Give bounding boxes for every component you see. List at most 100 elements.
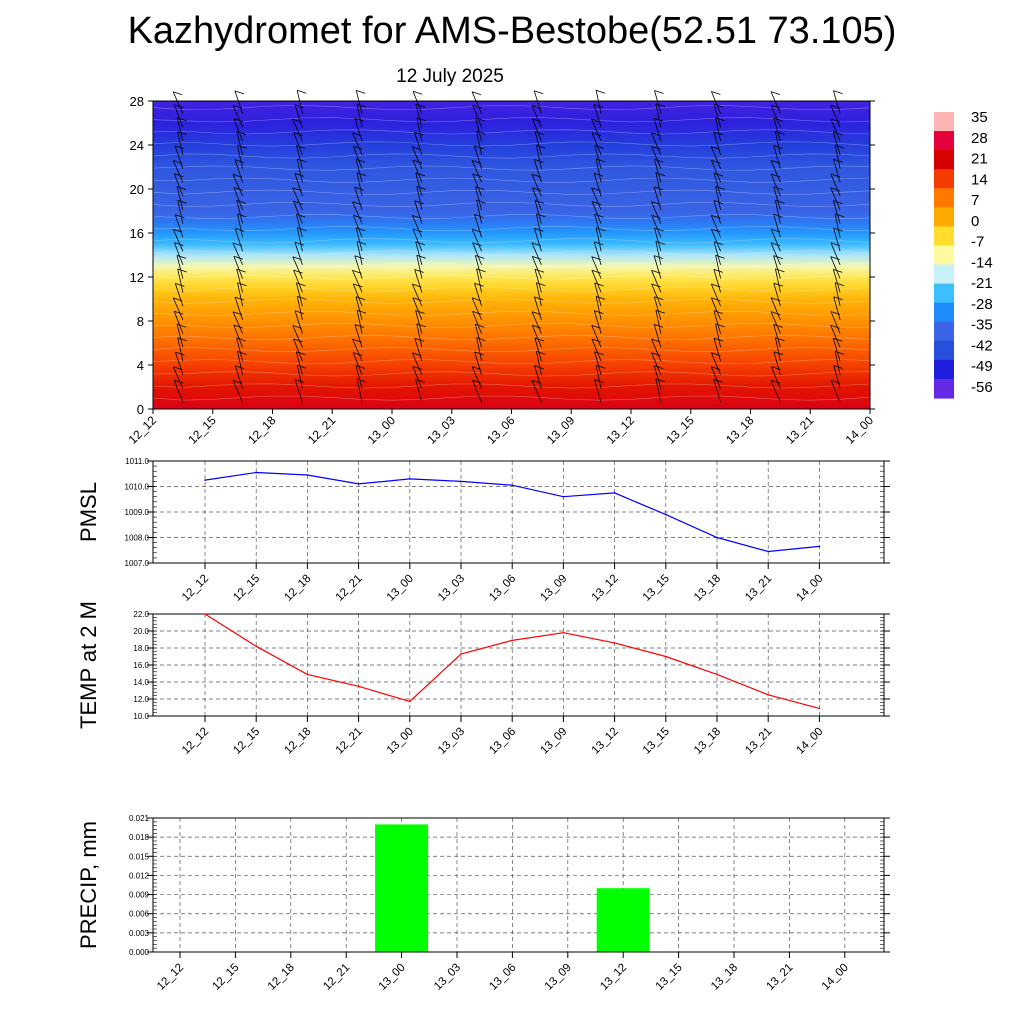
colorbar-swatch	[934, 226, 954, 247]
wind-barb-staff	[292, 119, 303, 142]
wind-barb	[233, 255, 244, 279]
y-tick-label: 0.006	[129, 910, 150, 919]
wind-barb	[655, 309, 666, 334]
data-point	[255, 645, 257, 648]
wind-barb-staff	[655, 310, 662, 334]
wind-barb-flag	[594, 241, 604, 246]
wind-barb-staff	[354, 118, 363, 142]
wind-barb-staff	[775, 200, 781, 224]
wind-barb-flag	[412, 297, 423, 302]
wind-barb-flag	[175, 351, 185, 356]
wind-barb	[356, 103, 367, 128]
wind-barb-staff	[770, 173, 781, 197]
wind-barb	[534, 337, 545, 362]
wind-barb-staff	[770, 311, 781, 334]
wind-barb-staff	[531, 380, 542, 403]
wind-barb-flag	[532, 324, 542, 329]
wind-barb-staff	[834, 282, 841, 307]
data-point	[511, 484, 513, 487]
wind-barb-staff	[591, 187, 602, 211]
wind-barb	[594, 282, 604, 307]
wind-barb	[296, 364, 307, 389]
wind-barb	[296, 158, 307, 183]
wind-barb-staff	[474, 351, 482, 376]
wind-barb	[594, 213, 604, 238]
wind-barb-flag	[233, 118, 244, 123]
isotherm-contour	[152, 201, 871, 207]
data-point	[511, 639, 513, 642]
isotherm-contour	[152, 322, 871, 328]
wind-barb-flag	[773, 282, 783, 287]
wind-barb	[177, 131, 187, 155]
data-point	[255, 471, 257, 474]
x-tick-label: 13_03	[436, 726, 467, 757]
wind-barb-staff	[411, 283, 423, 307]
wind-barb-flag	[536, 351, 546, 355]
data-point	[818, 545, 821, 548]
wind-barb-staff	[595, 365, 602, 389]
wind-barb-flag	[174, 242, 184, 246]
wind-barb-flag	[775, 131, 785, 135]
x-tick-label: 13_09	[543, 962, 574, 993]
wind-barb-flag	[293, 269, 303, 274]
wind-barb-staff	[773, 282, 781, 307]
wind-barb-flag	[711, 91, 721, 95]
wind-barb	[651, 352, 662, 376]
wind-barb-staff	[591, 325, 602, 348]
wind-barb-staff	[176, 255, 184, 279]
wind-barb-flag	[654, 90, 664, 94]
wind-barb-staff	[773, 351, 781, 376]
wind-barb-staff	[710, 297, 721, 321]
wind-barb-staff	[237, 351, 243, 375]
wind-barb-staff	[294, 379, 303, 403]
wind-barb-staff	[236, 337, 243, 362]
x-tick-label: 12_15	[185, 413, 219, 447]
wind-barb-flag	[174, 310, 184, 315]
wind-barb	[595, 296, 606, 320]
data-point	[665, 655, 667, 658]
wind-barb-staff	[474, 214, 482, 238]
wind-barb-staff	[475, 186, 482, 211]
colorbar-label: 28	[971, 130, 988, 147]
wind-barb-flag	[356, 90, 366, 94]
wind-barb	[296, 89, 307, 114]
wind-barb	[472, 242, 482, 266]
wind-barb	[234, 228, 245, 252]
wind-barb-flag	[654, 365, 664, 369]
wind-barb-staff	[830, 105, 841, 128]
wind-barb-staff	[651, 201, 662, 224]
wind-barb-staff	[830, 256, 841, 279]
wind-barb-flag	[415, 172, 425, 177]
wind-barb	[293, 269, 303, 293]
wind-barb-staff	[713, 310, 721, 334]
y-tick-label: 1009.0	[125, 508, 150, 517]
wind-barb-staff	[651, 270, 662, 293]
wind-barb	[474, 323, 485, 348]
y-axis-label: PMSL	[76, 482, 101, 542]
wind-barb-staff	[354, 324, 363, 348]
wind-barb-staff	[415, 379, 423, 403]
wind-barb	[713, 337, 724, 362]
wind-barb-staff	[595, 227, 602, 252]
wind-barb-staff	[296, 296, 303, 320]
wind-barb-staff	[352, 283, 363, 307]
wind-barb-flag	[715, 186, 725, 190]
wind-barb-staff	[773, 324, 781, 348]
x-tick-label: 13_03	[424, 413, 458, 447]
wind-barb-flag	[594, 379, 604, 383]
wind-barb	[770, 242, 781, 266]
x-tick-label: 13_15	[641, 726, 672, 757]
y-tick-label: 0.018	[129, 833, 150, 842]
temp2m-panel: 10.0 12.0 14.0 16.0 18.0 20.0 22.0 12_12 12_15 12…	[76, 601, 890, 757]
wind-barb-staff	[833, 90, 841, 114]
wind-barb-flag	[177, 337, 187, 342]
wind-barb-flag	[236, 268, 246, 273]
wind-barb-staff	[356, 103, 363, 128]
y-tick-label: 0.009	[129, 891, 150, 900]
wind-barb-flag	[770, 311, 781, 315]
wind-barb-flag	[297, 227, 307, 232]
wind-barb-flag	[775, 268, 785, 273]
wind-barb-staff	[356, 241, 363, 265]
wind-barb	[474, 145, 484, 169]
wind-barb-flag	[475, 255, 485, 259]
